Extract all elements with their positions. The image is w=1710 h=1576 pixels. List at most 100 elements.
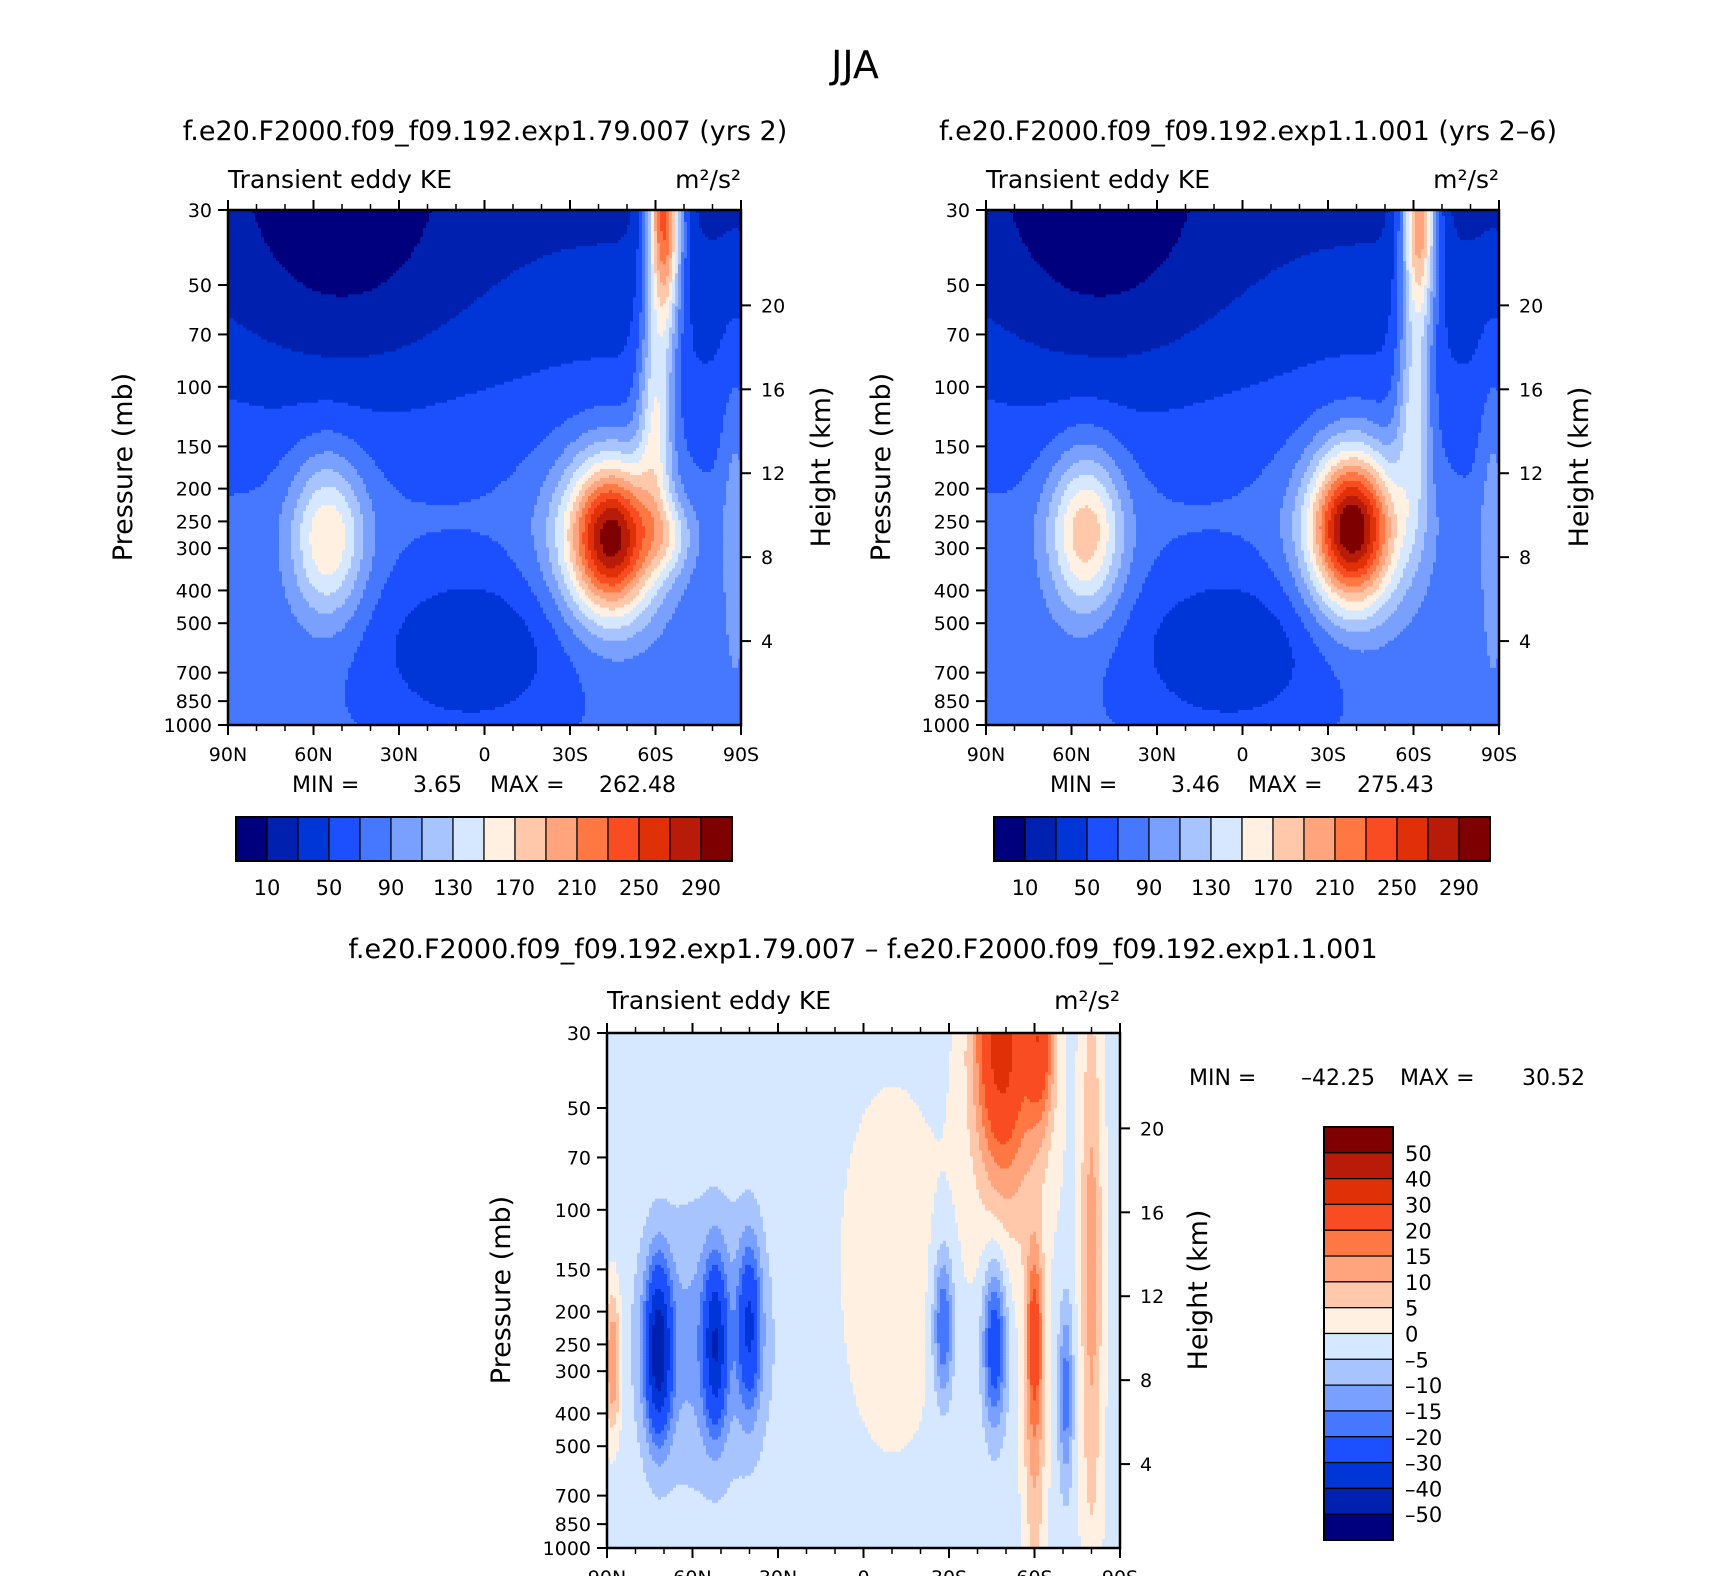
- contour-cell: [360, 565, 373, 569]
- contour-cell: [702, 469, 712, 473]
- contour-cell: [681, 535, 691, 539]
- contour-cell: [1403, 267, 1407, 271]
- contour-cell: [681, 219, 685, 223]
- contour-cell: [1445, 288, 1499, 292]
- contour-cell: [645, 592, 658, 597]
- contour-cell: [645, 450, 661, 455]
- contour-cell: [618, 354, 637, 359]
- contour-cell: [642, 222, 646, 226]
- contour-cell: [690, 264, 741, 268]
- contour-cell: [726, 496, 741, 500]
- contour-cell: [567, 444, 589, 449]
- contour-cell: [675, 444, 688, 449]
- contour-cell: [1409, 255, 1413, 259]
- contour-cell: [1412, 234, 1416, 238]
- contour-cell: [1421, 469, 1428, 473]
- contour-cell: [1412, 258, 1425, 262]
- contour-cell: [639, 390, 643, 395]
- contour-cell: [1154, 484, 1251, 488]
- contour-cell: [726, 616, 741, 621]
- contour-cell: [681, 345, 694, 350]
- contour-cell: [1427, 444, 1434, 449]
- contour-cell: [669, 306, 673, 310]
- contour-cell: [624, 595, 637, 600]
- contour-cell: [1400, 348, 1407, 353]
- contour-cell: [555, 426, 598, 431]
- contour-cell: [1427, 514, 1437, 518]
- contour-cell: [1385, 456, 1401, 461]
- contour-cell: [591, 493, 601, 497]
- contour-cell: [675, 267, 679, 271]
- contour-cell: [624, 345, 640, 350]
- contour-cell: [672, 333, 679, 338]
- contour-cell: [1058, 514, 1065, 518]
- contour-cell: [986, 315, 1215, 320]
- contour-cell: [1445, 237, 1461, 241]
- contour-cell: [651, 559, 661, 563]
- contour-cell: [657, 267, 670, 271]
- contour-cell: [660, 246, 670, 250]
- contour-cell: [681, 222, 685, 226]
- contour-cell: [1403, 255, 1407, 259]
- contour-cell: [1406, 520, 1419, 524]
- contour-cell: [1403, 282, 1407, 286]
- contour-cell: [684, 279, 691, 283]
- contour-cell: [732, 390, 741, 395]
- contour-cell: [986, 324, 1002, 329]
- contour-cell: [579, 583, 589, 588]
- contour-cell: [1307, 517, 1314, 521]
- contour-cell: [660, 255, 667, 259]
- contour-cell: [1445, 294, 1499, 298]
- contour-cell: [606, 574, 619, 579]
- contour-cell: [303, 625, 346, 630]
- contour-cell: [1484, 327, 1499, 332]
- contour-cell: [1097, 493, 1110, 497]
- contour-cell: [702, 228, 733, 232]
- contour-cell: [639, 375, 646, 380]
- contour-cell: [1379, 472, 1386, 476]
- contour-cell: [1343, 481, 1362, 485]
- contour-cell: [345, 697, 424, 702]
- contour-cell: [630, 390, 640, 395]
- contour-cell: [1046, 523, 1056, 527]
- contour-cell: [669, 402, 676, 407]
- contour-cell: [636, 571, 646, 576]
- contour-cell: [1331, 511, 1338, 515]
- contour-cell: [675, 435, 685, 440]
- contour-cell: [687, 550, 700, 554]
- contour-cell: [738, 456, 741, 461]
- contour-cell: [648, 276, 652, 280]
- contour-cell: [645, 261, 649, 265]
- x-tick-label: 60S: [637, 744, 673, 766]
- contour-cell: [1436, 372, 1499, 377]
- contour-cell: [258, 333, 427, 338]
- contour-cell: [531, 682, 583, 687]
- contour-cell: [1430, 384, 1437, 389]
- contour-cell: [228, 447, 292, 452]
- contour-cell: [666, 462, 673, 467]
- contour-cell: [639, 228, 643, 232]
- contour-cell: [666, 216, 670, 220]
- contour-cell: [690, 222, 700, 226]
- contour-cell: [1007, 402, 1047, 407]
- contour-cell: [651, 309, 658, 313]
- contour-cell: [1406, 517, 1419, 521]
- contour-cell: [657, 243, 661, 247]
- contour-cell: [672, 222, 676, 226]
- contour-cell: [591, 465, 664, 470]
- contour-cell: [1325, 475, 1332, 479]
- contour-cell: [1415, 279, 1422, 283]
- contour-cell: [579, 541, 583, 545]
- contour-cell: [228, 381, 505, 386]
- contour-cell: [561, 610, 574, 615]
- contour-cell: [1427, 303, 1431, 307]
- contour-cell: [552, 496, 562, 500]
- contour-cell: [1421, 252, 1428, 256]
- contour-cell: [1367, 478, 1377, 482]
- contour-cell: [345, 496, 358, 500]
- contour-cell: [645, 249, 649, 253]
- contour-cell: [675, 315, 679, 320]
- contour-cell: [1403, 444, 1422, 449]
- contour-cell: [1394, 210, 1401, 214]
- contour-cell: [1439, 420, 1482, 425]
